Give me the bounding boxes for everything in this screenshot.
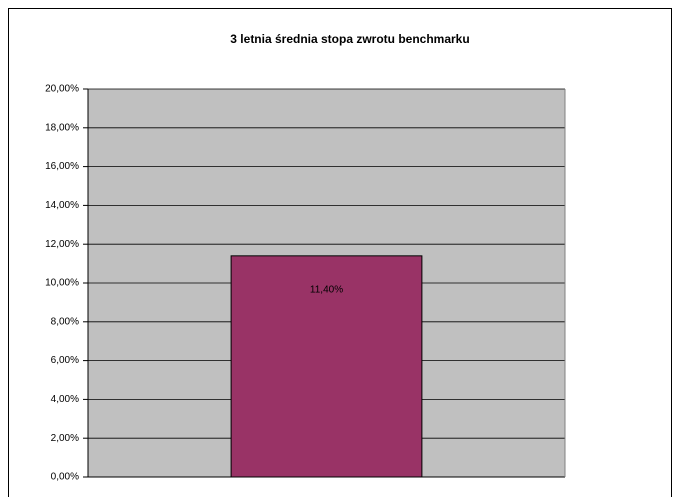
y-tick-label: 6,00% [51, 355, 79, 366]
y-tick-label: 14,00% [45, 200, 79, 211]
y-tick-label: 10,00% [45, 278, 79, 289]
chart-title: 3 letnia średnia stopa zwrotu benchmarku [230, 32, 469, 46]
y-tick-label: 8,00% [51, 316, 79, 327]
y-tick-label: 20,00% [45, 84, 79, 95]
y-tick-label: 4,00% [51, 394, 79, 405]
y-tick-label: 2,00% [51, 433, 79, 444]
y-tick-label: 18,00% [45, 122, 79, 133]
y-tick-label: 12,00% [45, 239, 79, 250]
bar [230, 255, 423, 478]
y-tick-label: 16,00% [45, 161, 79, 172]
data-label: 11,40% [310, 284, 343, 295]
y-tick-label: 0,00% [51, 472, 79, 483]
